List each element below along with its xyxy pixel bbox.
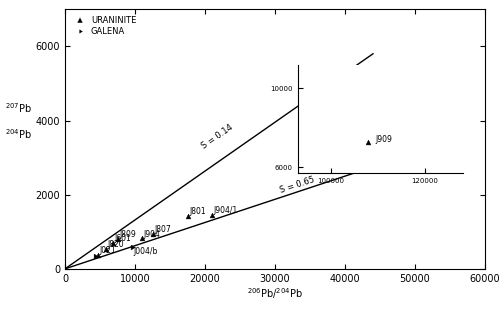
Text: J909: J909 bbox=[376, 135, 392, 144]
Text: $^{204}$Pb: $^{204}$Pb bbox=[6, 127, 32, 141]
Text: J021: J021 bbox=[100, 246, 116, 255]
Text: J004/b: J004/b bbox=[133, 247, 158, 256]
Text: S = 0.65: S = 0.65 bbox=[279, 175, 316, 195]
Text: $^{207}$Pb: $^{207}$Pb bbox=[6, 101, 32, 115]
Text: J904: J904 bbox=[144, 230, 160, 239]
Text: J820: J820 bbox=[107, 240, 124, 249]
X-axis label: $^{206}$Pb/$^{204}$Pb: $^{206}$Pb/$^{204}$Pb bbox=[247, 286, 303, 301]
Text: J807: J807 bbox=[154, 226, 170, 235]
Text: J601: J601 bbox=[114, 234, 131, 243]
Text: J809: J809 bbox=[119, 230, 136, 239]
Text: J803: J803 bbox=[362, 154, 380, 163]
Text: S = 0.14: S = 0.14 bbox=[200, 122, 234, 150]
Legend: URANINITE, GALENA: URANINITE, GALENA bbox=[69, 13, 138, 38]
Text: J904/1: J904/1 bbox=[214, 206, 238, 215]
Text: J801: J801 bbox=[189, 207, 206, 216]
